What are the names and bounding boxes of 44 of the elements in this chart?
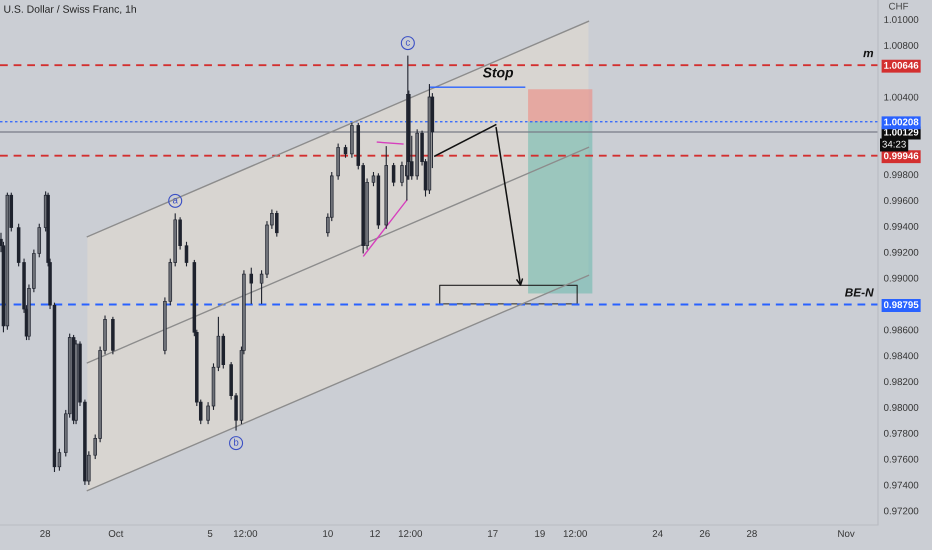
y-tick-label: 0.99000 (884, 274, 918, 282)
series-label: Stop (482, 68, 514, 80)
y-tick-label: 0.99400 (884, 223, 918, 230)
x-tick-label: Oct (108, 530, 124, 537)
y-tick-label: 0.99946 (884, 152, 918, 160)
x-tick-label: 19 (535, 530, 545, 537)
y-tick-label: 1.00800 (884, 42, 918, 49)
y-tick-label: 0.97800 (884, 430, 918, 437)
y-tick-label: 0.98400 (884, 352, 918, 360)
x-tick-label: 5 (208, 530, 212, 537)
chart-title: U.S. Dollar / Swiss Franc, 1h (4, 5, 136, 14)
ref-line-label: BE-N (844, 288, 874, 297)
y-tick-label: 1.00208 (884, 118, 918, 126)
annotation: a (172, 198, 178, 204)
y-tick-label: 0.99600 (884, 197, 918, 204)
x-tick-label: 26 (700, 530, 710, 537)
y-tick-label: 0.99800 (884, 171, 918, 178)
y-tick-label: 0.98000 (884, 404, 918, 411)
x-tick-label: 17 (488, 530, 498, 537)
x-tick-label: 12 (370, 530, 380, 537)
y-tick-label: 0.98795 (884, 301, 918, 308)
y-tick-label: 0.99200 (884, 248, 918, 256)
x-tick-label: 10 (323, 530, 333, 537)
x-tick-label: 28 (746, 530, 757, 537)
y-axis-title: CHF (889, 2, 908, 10)
annotation: b (234, 438, 238, 446)
x-tick-label: 12:00 (564, 530, 587, 537)
y-tick-label: 1.00400 (884, 94, 918, 101)
x-tick-label: 12:00 (398, 530, 422, 537)
x-tick-label: 12:00 (234, 530, 258, 537)
x-tick-label: 28 (40, 530, 50, 537)
y-tick-label: 1.01000 (884, 16, 918, 24)
annotation: c (406, 40, 410, 46)
x-tick-label: Nov (838, 530, 855, 537)
ref-line-label: m (863, 50, 874, 58)
y-tick-label: 0.98200 (884, 378, 918, 386)
y-tick-label: 1.00646 (884, 62, 918, 69)
x-tick-label: 24 (652, 530, 663, 537)
y-tick-label: 1.00129 (884, 128, 918, 136)
y-tick-label: 0.97600 (884, 456, 918, 463)
y-tick-label: 0.97200 (884, 508, 918, 514)
text: 34:23 (882, 140, 906, 148)
y-tick-label: 0.97400 (884, 482, 918, 489)
y-tick-label: 0.98600 (884, 326, 918, 334)
